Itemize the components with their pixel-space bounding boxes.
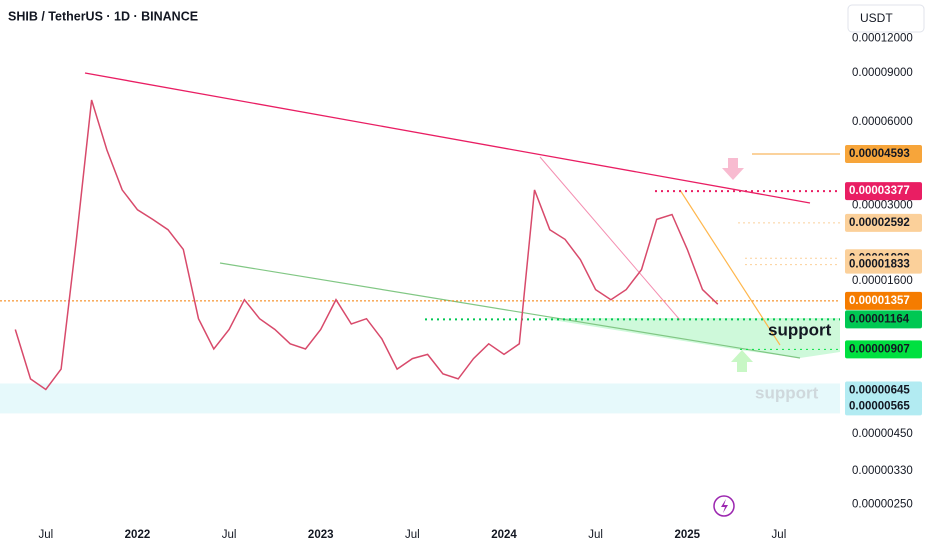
level-box xyxy=(845,310,922,329)
level-box xyxy=(845,255,922,274)
support-label: support xyxy=(768,320,832,339)
y-tick-label: 0.00000250 xyxy=(852,499,913,511)
x-tick-label: Jul xyxy=(222,529,237,541)
currency-button[interactable] xyxy=(847,4,925,33)
trend-line xyxy=(679,189,781,346)
y-tick-label: 0.00006000 xyxy=(852,116,913,128)
level-label: 0.00000565 xyxy=(849,400,910,412)
support-band xyxy=(0,383,840,414)
y-tick-label: 0.00009000 xyxy=(852,67,913,79)
y-tick-label: 0.00000330 xyxy=(852,465,913,477)
level-label: 0.00001164 xyxy=(849,313,910,325)
y-tick-label: 0.00000450 xyxy=(852,428,913,440)
x-tick-label: Jul xyxy=(772,529,787,541)
level-label: 0.00002592 xyxy=(849,217,910,229)
currency-label[interactable]: USDT xyxy=(860,11,893,25)
level-box xyxy=(845,381,922,400)
level-box xyxy=(845,340,922,359)
up-arrow xyxy=(731,350,753,372)
level-label: 0.00000907 xyxy=(849,343,910,355)
y-tick-label: 0.00003000 xyxy=(852,199,913,211)
trend-line xyxy=(84,72,811,204)
trend-line xyxy=(539,156,681,321)
level-label: 0.00003377 xyxy=(849,185,910,197)
plot xyxy=(0,99,840,391)
chart-title: SHIB / TetherUS · 1D · BINANCE xyxy=(8,9,198,23)
down-arrow xyxy=(722,158,744,180)
event-icon xyxy=(713,495,735,517)
level-label: 0.00001833 xyxy=(849,259,910,271)
x-tick-label: Jul xyxy=(38,529,53,541)
event-icon-bolt xyxy=(721,499,728,513)
x-tick-label: 2025 xyxy=(674,529,700,541)
trend-line xyxy=(219,262,801,359)
y-tick-label: 0.00001600 xyxy=(852,275,913,287)
x-tick-label: 2024 xyxy=(491,529,517,541)
level-label: 0.00001357 xyxy=(849,295,910,307)
x-tick-label: 2023 xyxy=(308,529,334,541)
bands xyxy=(0,383,840,414)
x-tick-label: Jul xyxy=(405,529,420,541)
x-tick-label: 2022 xyxy=(125,529,151,541)
level-box xyxy=(845,397,922,416)
y-tick-label: 0.00012000 xyxy=(852,32,913,44)
level-box xyxy=(845,213,922,232)
level-label: 0.00000645 xyxy=(849,384,910,396)
level-box xyxy=(845,291,922,310)
price-line xyxy=(14,99,719,391)
support-label: support xyxy=(755,383,819,402)
level-label: 0.00004593 xyxy=(849,148,910,160)
x-tick-label: Jul xyxy=(588,529,603,541)
level-box xyxy=(845,182,922,201)
level-box xyxy=(845,145,922,164)
